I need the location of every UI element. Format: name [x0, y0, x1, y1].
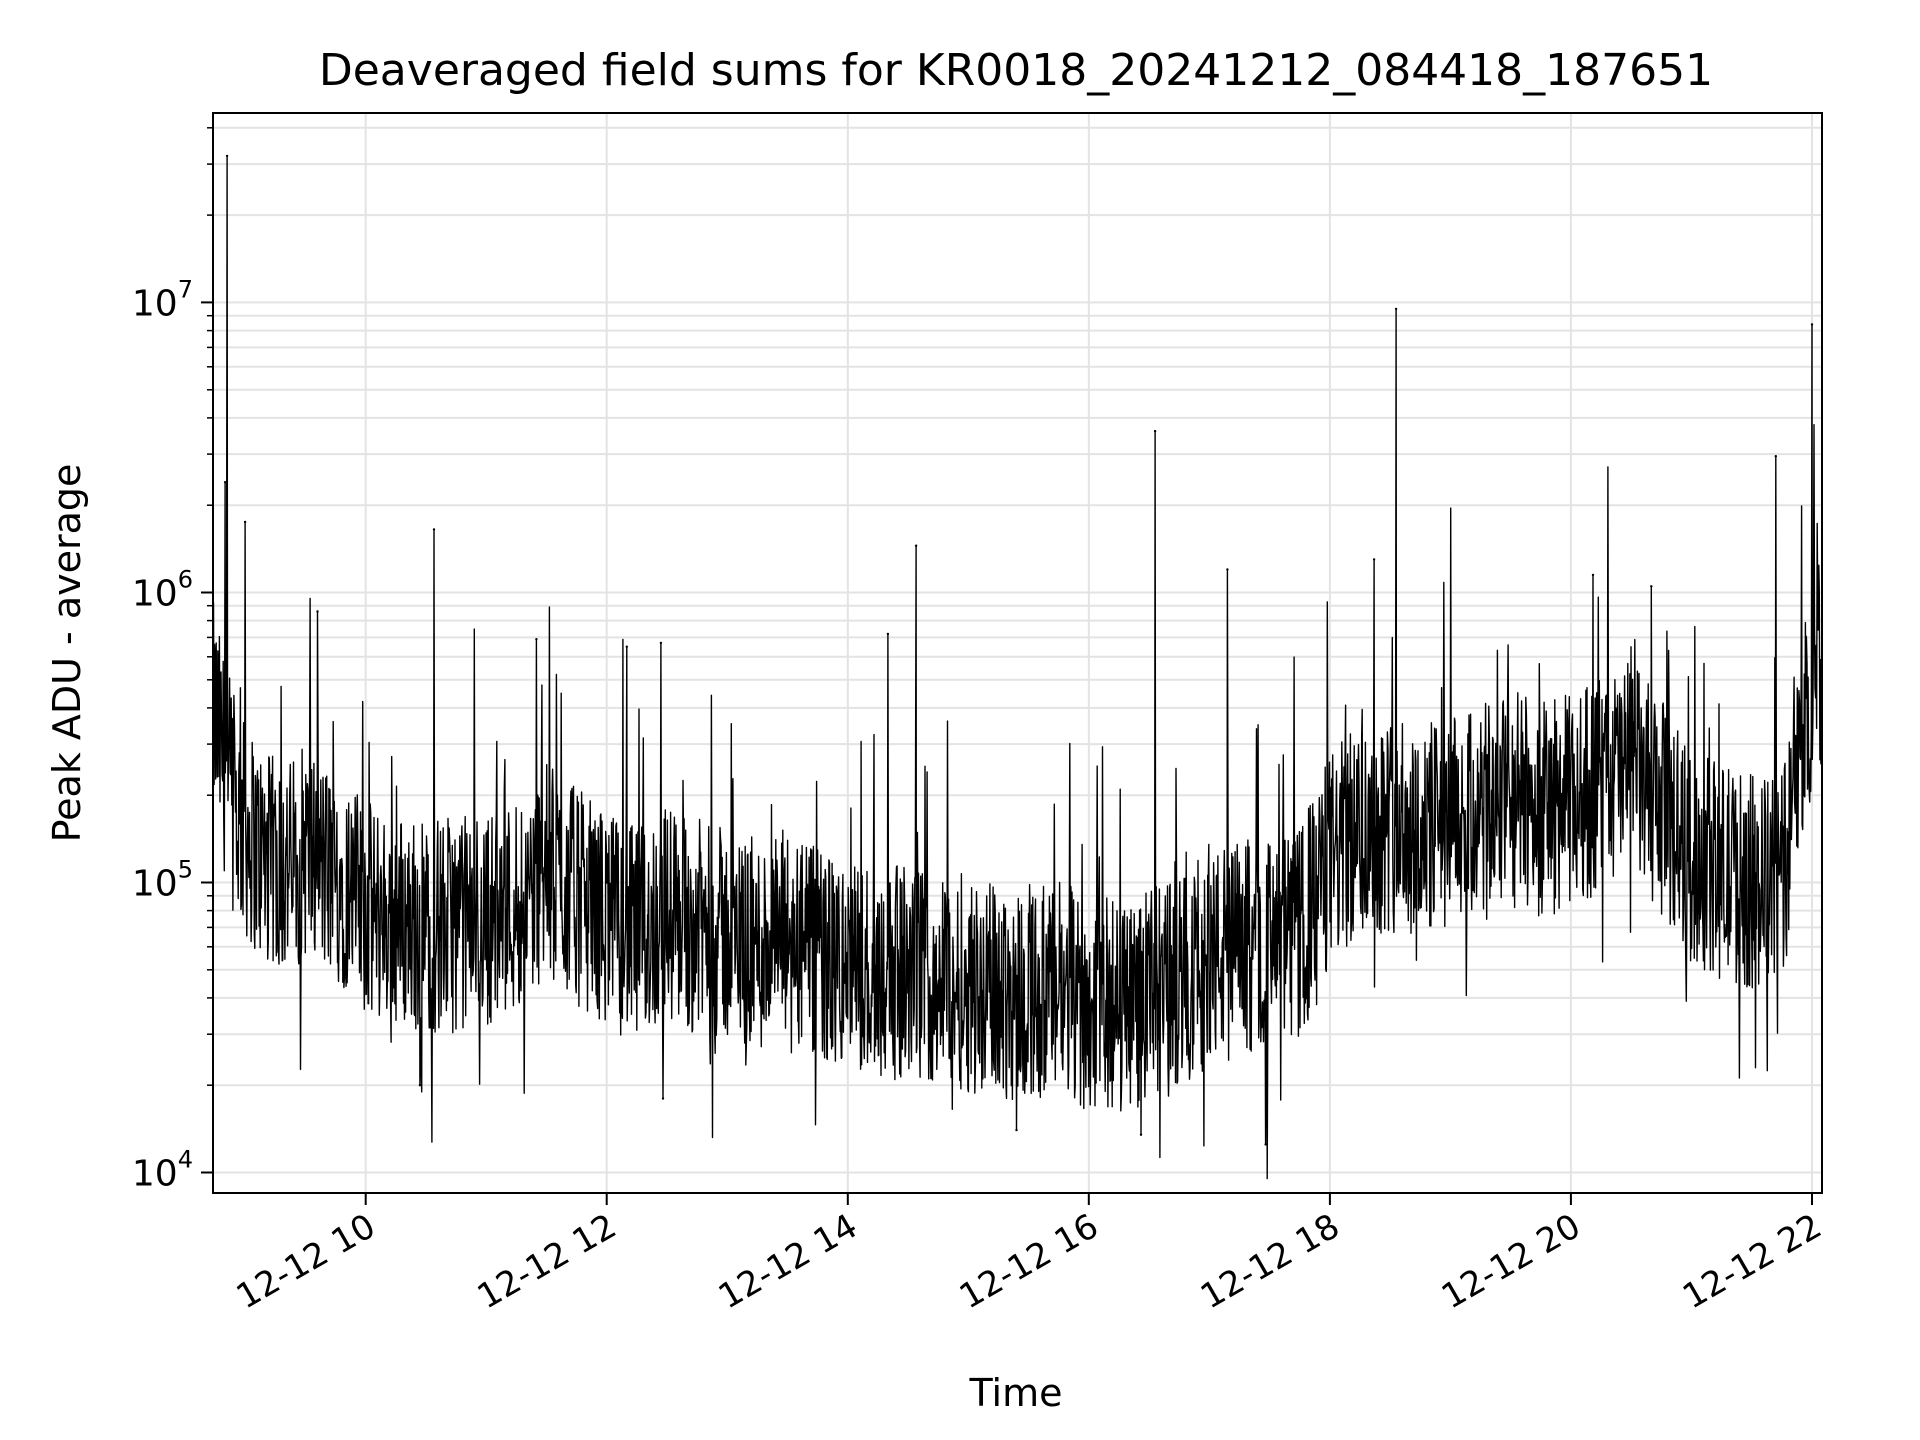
y-tick-label: 104: [132, 1146, 193, 1195]
y-tick-label: 105: [132, 856, 193, 905]
x-tick-label: 12-12 20: [1435, 1206, 1587, 1317]
data-point-spike: [1650, 585, 1653, 588]
data-point-spike: [535, 638, 538, 641]
data-point-spike: [659, 641, 663, 645]
y-axis: 104 105 106 107: [132, 127, 213, 1195]
data-point-spike: [223, 481, 227, 484]
data-point-dip: [418, 1084, 422, 1087]
data-point-spike: [316, 610, 319, 613]
data-point-spike: [886, 632, 890, 636]
x-tick-label: 12-12 18: [1194, 1206, 1346, 1317]
chart-title: Deaveraged field sums for KR0018_2024121…: [319, 45, 1713, 96]
data-point-dip: [661, 1097, 665, 1100]
data-point-spike: [1394, 307, 1398, 311]
x-tick-label: 12-12 22: [1676, 1206, 1828, 1317]
data-point-spike: [1226, 568, 1229, 571]
data-point-spike: [432, 528, 436, 531]
x-axis: 12-12 10 12-12 12 12-12 14 12-12 16 12-12 18…: [230, 1193, 1829, 1317]
data-point-spike: [1372, 558, 1376, 561]
y-tick-label: 106: [132, 566, 193, 615]
data-point-spike: [1774, 455, 1778, 458]
x-tick-label: 12-12 14: [712, 1206, 864, 1317]
y-tick-label: 107: [132, 275, 193, 324]
plot-frame: [212, 112, 1823, 1194]
data-point-spike: [914, 544, 918, 547]
x-tick-label: 12-12 12: [471, 1206, 623, 1317]
series-line: [212, 154, 1823, 1180]
x-tick-label: 12-12 16: [953, 1206, 1105, 1317]
data-point-spike: [1591, 573, 1595, 577]
data-point-dip: [1264, 1143, 1267, 1146]
data-point-spike: [225, 154, 229, 158]
data-point-spike: [1153, 429, 1157, 433]
series-path: [212, 155, 1823, 1180]
data-point-spike: [625, 645, 628, 648]
data-point-dip: [1015, 1128, 1018, 1132]
y-axis-label: Peak ADU - average: [45, 464, 89, 843]
data-point-dip: [1139, 1133, 1143, 1136]
x-axis-label: Time: [969, 1371, 1063, 1415]
data-point-spike: [1810, 323, 1814, 326]
x-tick-label: 12-12 10: [230, 1206, 382, 1317]
data-point-spike: [243, 520, 247, 524]
